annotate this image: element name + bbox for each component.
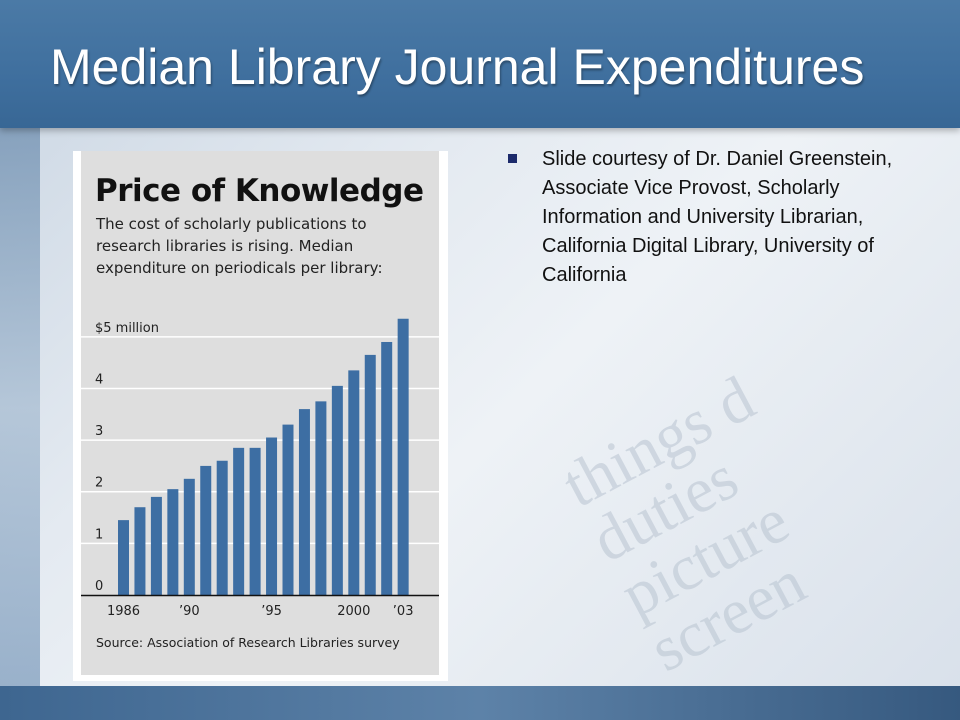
- slide-title: Median Library Journal Expenditures: [50, 39, 865, 95]
- chart-source: Source: Association of Research Librarie…: [96, 635, 400, 650]
- title-bar: Median Library Journal Expenditures: [0, 0, 960, 128]
- background-bottom-band: [0, 686, 960, 720]
- x-tick-label: 1986: [107, 604, 140, 619]
- bar-1992: [216, 460, 228, 595]
- bar-1996: [282, 424, 294, 595]
- bar-1989: [167, 489, 179, 595]
- bar-1991: [200, 465, 212, 595]
- y-tick-label: 1: [95, 527, 103, 542]
- background-left-band: [0, 128, 40, 688]
- bar-2002: [381, 341, 393, 595]
- bar-1999: [331, 385, 343, 595]
- y-tick-label: $5 million: [95, 321, 159, 336]
- chart-panel: Price of Knowledge The cost of scholarly…: [73, 151, 448, 681]
- bar-1993: [233, 447, 245, 595]
- bar-1987: [134, 507, 146, 595]
- x-tick-label: ’03: [393, 604, 414, 619]
- square-bullet-icon: [508, 154, 517, 163]
- x-tick-label: ’90: [179, 604, 200, 619]
- bar-2001: [364, 354, 376, 595]
- bar-1998: [315, 401, 327, 595]
- background-decorative-text: things d duties picture screen: [551, 362, 817, 686]
- x-tick-label: 2000: [337, 604, 370, 619]
- bullet-item-credit: Slide courtesy of Dr. Daniel Greenstein,…: [542, 148, 893, 286]
- bar-1986: [118, 520, 129, 595]
- bar-1997: [298, 409, 310, 595]
- chart-card: Price of Knowledge The cost of scholarly…: [81, 151, 439, 675]
- chart-title: Price of Knowledge: [95, 173, 424, 209]
- bar-2000: [348, 370, 360, 595]
- y-tick-label: 0: [95, 579, 103, 594]
- y-tick-label: 2: [95, 476, 103, 491]
- bullet-list: Slide courtesy of Dr. Daniel Greenstein,…: [508, 145, 928, 290]
- y-tick-label: 3: [95, 424, 103, 439]
- bar-1990: [183, 478, 195, 595]
- bar-1988: [150, 496, 162, 595]
- y-tick-label: 4: [95, 372, 103, 387]
- bar-1995: [266, 437, 278, 595]
- bar-1994: [249, 447, 261, 595]
- bar-chart: 0 1 2 3 4 $5 million 1986 ’90 ’95 2000 ’03: [81, 318, 439, 619]
- bar-2003: [397, 318, 409, 595]
- chart-subtitle: The cost of scholarly publications to re…: [96, 215, 383, 277]
- x-tick-label: ’95: [261, 604, 282, 619]
